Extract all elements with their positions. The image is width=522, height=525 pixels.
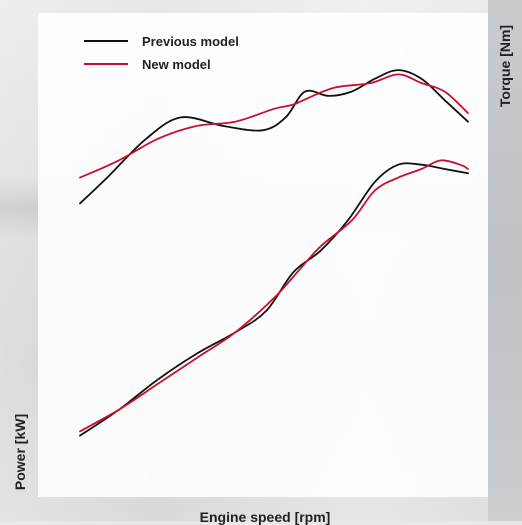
- series-line-power-new-model: [79, 159, 469, 433]
- legend-label-previous-model: Previous model: [142, 33, 239, 49]
- x-axis-label: Engine speed [rpm]: [199, 509, 331, 525]
- series-line-torque-previous-model: [79, 69, 469, 205]
- legend-item-previous-model: Previous model: [84, 32, 239, 50]
- right-axis-band: [488, 0, 522, 521]
- legend-label-new-model: New model: [142, 56, 211, 72]
- y-axis-label-left: Power [kW]: [12, 413, 28, 491]
- y-axis-label-right: Torque [Nm]: [497, 24, 513, 108]
- series-line-power-previous-model: [79, 162, 469, 437]
- series-line-torque-new-model: [79, 73, 469, 179]
- legend-swatch-previous-model: [84, 40, 128, 42]
- plot-frame: [38, 13, 488, 497]
- legend-item-new-model: New model: [84, 55, 211, 73]
- legend-swatch-new-model: [84, 63, 128, 65]
